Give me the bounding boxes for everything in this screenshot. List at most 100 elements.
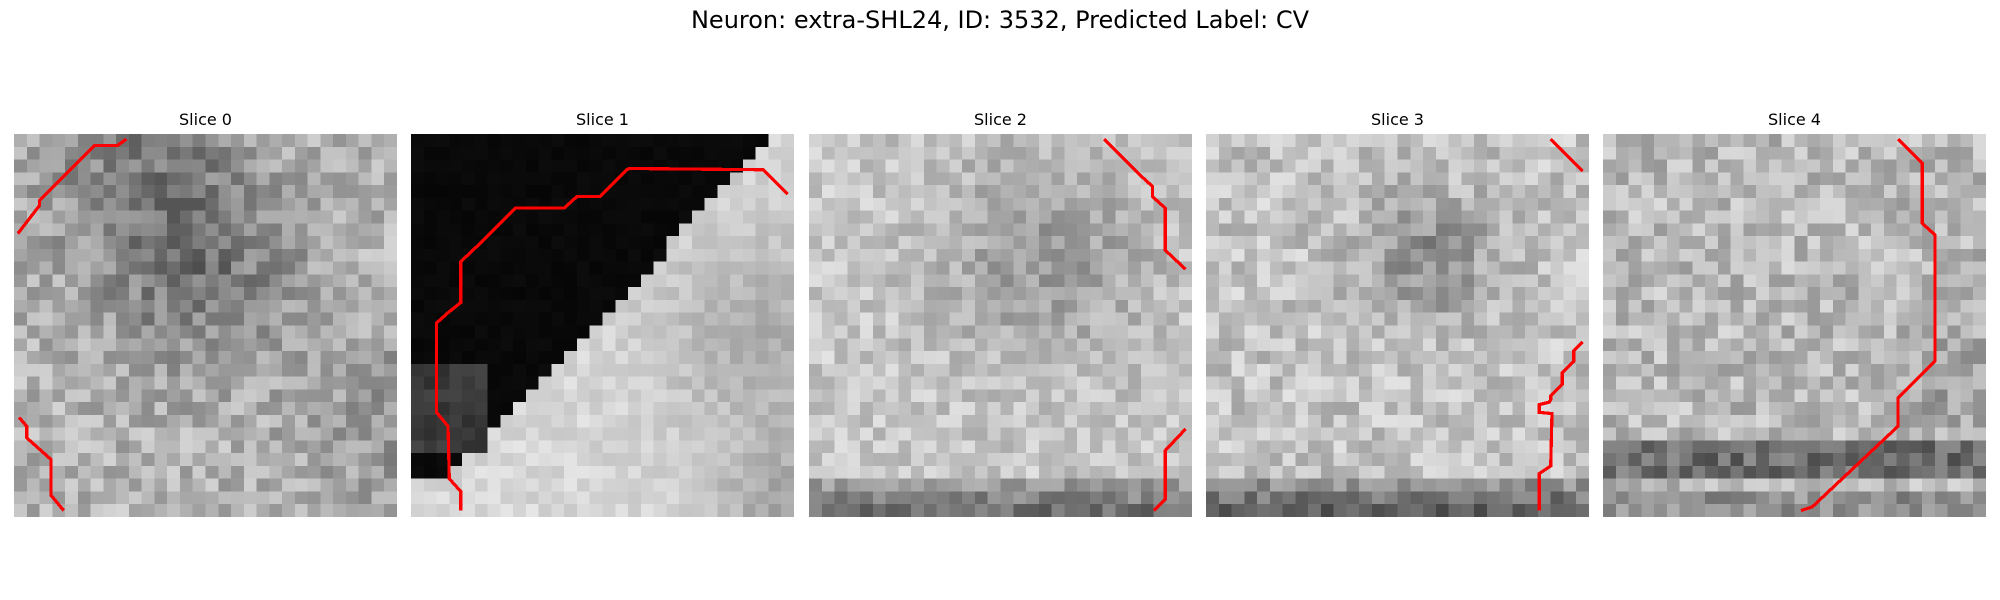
pixel [1756,414,1770,428]
pixel [103,287,117,301]
pixel [640,312,654,326]
pixel [962,351,976,365]
pixel [1871,210,1885,224]
pixel [1308,185,1322,199]
pixel [1537,248,1551,262]
pixel [294,491,308,505]
pixel [77,351,91,365]
pixel [821,325,835,339]
pixel [576,210,590,224]
pixel [218,274,232,288]
pixel [1244,465,1258,479]
pixel [717,427,731,441]
pixel [1679,134,1693,148]
pixel [1896,491,1910,505]
pixel [1115,146,1129,160]
pixel [653,312,667,326]
pixel [358,351,372,365]
pixel [1474,223,1488,237]
pixel [1206,453,1220,467]
pixel [128,440,142,454]
pixel [602,478,616,492]
pixel [1858,414,1872,428]
pixel [551,210,565,224]
pixel [307,287,321,301]
pixel [742,185,756,199]
pixel [640,223,654,237]
pixel [1807,312,1821,326]
pixel [1064,376,1078,390]
pixel [179,287,193,301]
pixel [898,210,912,224]
pixel [717,287,731,301]
pixel [1282,414,1296,428]
pixel [860,363,874,377]
pixel [1654,134,1668,148]
pixel [320,402,334,416]
pixel [1051,134,1065,148]
pixel [1397,261,1411,275]
pixel [768,210,782,224]
pixel [1166,223,1180,237]
pixel [1883,389,1897,403]
pixel [809,427,823,441]
pixel [704,146,718,160]
pixel [1717,491,1731,505]
pixel [1282,261,1296,275]
pixel [1641,325,1655,339]
pixel [449,440,463,454]
pixel [781,338,794,352]
pixel [1794,414,1808,428]
pixel [1603,389,1617,403]
pixel [1666,465,1680,479]
pixel [834,325,848,339]
pixel [1179,453,1192,467]
pixel [205,351,219,365]
pixel [1603,210,1617,224]
pixel [1717,312,1731,326]
pixel [847,146,861,160]
pixel [1397,159,1411,173]
pixel [462,351,476,365]
pixel [936,440,950,454]
pixel [1166,134,1180,148]
pixel [1359,402,1373,416]
pixel [1679,465,1693,479]
pixel [1486,478,1500,492]
pixel [243,402,257,416]
pixel [538,325,552,339]
pixel [1384,261,1398,275]
pixel [1705,402,1719,416]
pixel [936,414,950,428]
pixel [116,491,130,505]
pixel [1563,440,1577,454]
pixel [1525,363,1539,377]
pixel [1000,261,1014,275]
pixel [411,414,425,428]
pixel [962,338,976,352]
pixel [1179,465,1192,479]
pixel [1654,338,1668,352]
pixel [256,172,270,186]
pixel [1410,478,1424,492]
pixel [730,491,744,505]
pixel [1218,134,1232,148]
pixel [1934,223,1948,237]
pixel [205,376,219,390]
pixel [1641,465,1655,479]
pixel [1654,287,1668,301]
pixel [256,287,270,301]
pixel [52,172,66,186]
pixel [411,261,425,275]
pixel [949,248,963,262]
pixel [589,389,603,403]
pixel [1756,248,1770,262]
pixel [679,338,693,352]
pixel [167,210,181,224]
pixel [872,210,886,224]
pixel [742,389,756,403]
pixel [564,299,578,313]
pixel [1512,134,1526,148]
pixel [1537,440,1551,454]
pixel [358,134,372,148]
